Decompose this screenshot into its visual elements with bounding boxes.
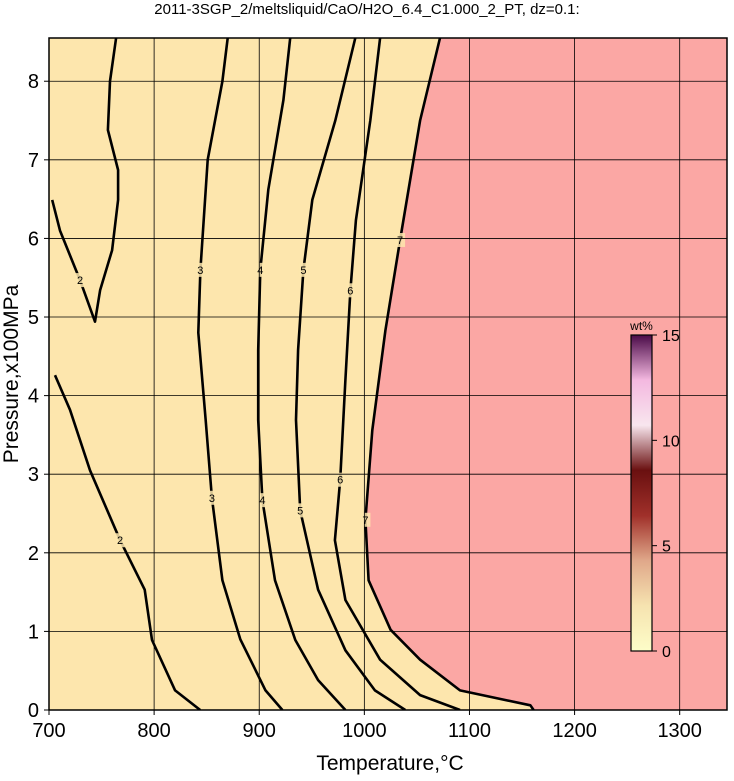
contour-line [50,38,202,710]
x-tick-label: 1200 [552,720,597,742]
x-tick-label: 800 [137,720,170,742]
y-axis-label: Pressure,x100MPa [0,284,23,463]
contour-label: 6 [337,475,343,487]
y-tick-label: 1 [28,621,39,643]
contour-label-bg [75,273,86,288]
contour-label: 2 [117,535,123,547]
colorbar-tick-label: 15 [662,328,680,345]
y-tick-label: 6 [28,228,39,250]
contour-label-bg [206,490,217,505]
contour-line [197,38,284,710]
contour-label: 4 [257,265,263,277]
colorbar-title: wt% [629,319,653,333]
x-axis-label: Temperature,°C [316,752,463,775]
colorbar-tick-label: 5 [662,539,671,556]
contour-label-bg [257,493,268,508]
x-tick-label: 900 [243,720,276,742]
y-tick-label: 7 [28,150,39,172]
y-tick-label: 3 [28,464,39,486]
contour-label-bg [335,472,346,487]
x-tick-label: 700 [32,720,65,742]
contour-label: 5 [297,505,303,517]
y-tick-label: 0 [28,700,39,722]
contour-label: 3 [209,493,215,505]
chart-title: 2011-3SGP_2/meltsliquid/CaO/H2O_6.4_C1.0… [154,1,579,18]
contour-label-bg [295,503,306,518]
contour-label-bg [195,262,206,277]
x-tick-label: 1100 [448,720,491,742]
contour-label: 5 [300,265,306,277]
x-tick-label: 1300 [657,720,702,742]
colorbar-tick-label: 0 [662,644,671,661]
contour-label-bg [345,283,356,298]
contour-label: 2 [77,275,83,287]
y-tick-label: 4 [28,386,39,408]
y-tick-label: 2 [28,543,39,565]
contour-label: 6 [347,285,353,297]
colorbar-tick-label: 10 [662,433,680,450]
contour-label-bg [255,262,266,277]
contour-label-bg [115,533,126,548]
contour-line [294,38,407,710]
contour-label: 7 [362,515,368,527]
x-tick-label: 1000 [342,720,387,742]
contour-label: 3 [197,265,203,277]
plot-frame [48,37,728,711]
y-tick-label: 8 [28,71,39,93]
colorbar [630,334,653,652]
contour-label-bg [298,262,309,277]
contour-label: 7 [397,235,403,247]
contour-label-bg [395,232,406,247]
contour-label-bg [360,512,371,527]
y-tick-label: 5 [28,307,39,329]
contour-label: 4 [259,495,265,507]
contour-line [364,38,535,710]
high-region [365,38,727,710]
